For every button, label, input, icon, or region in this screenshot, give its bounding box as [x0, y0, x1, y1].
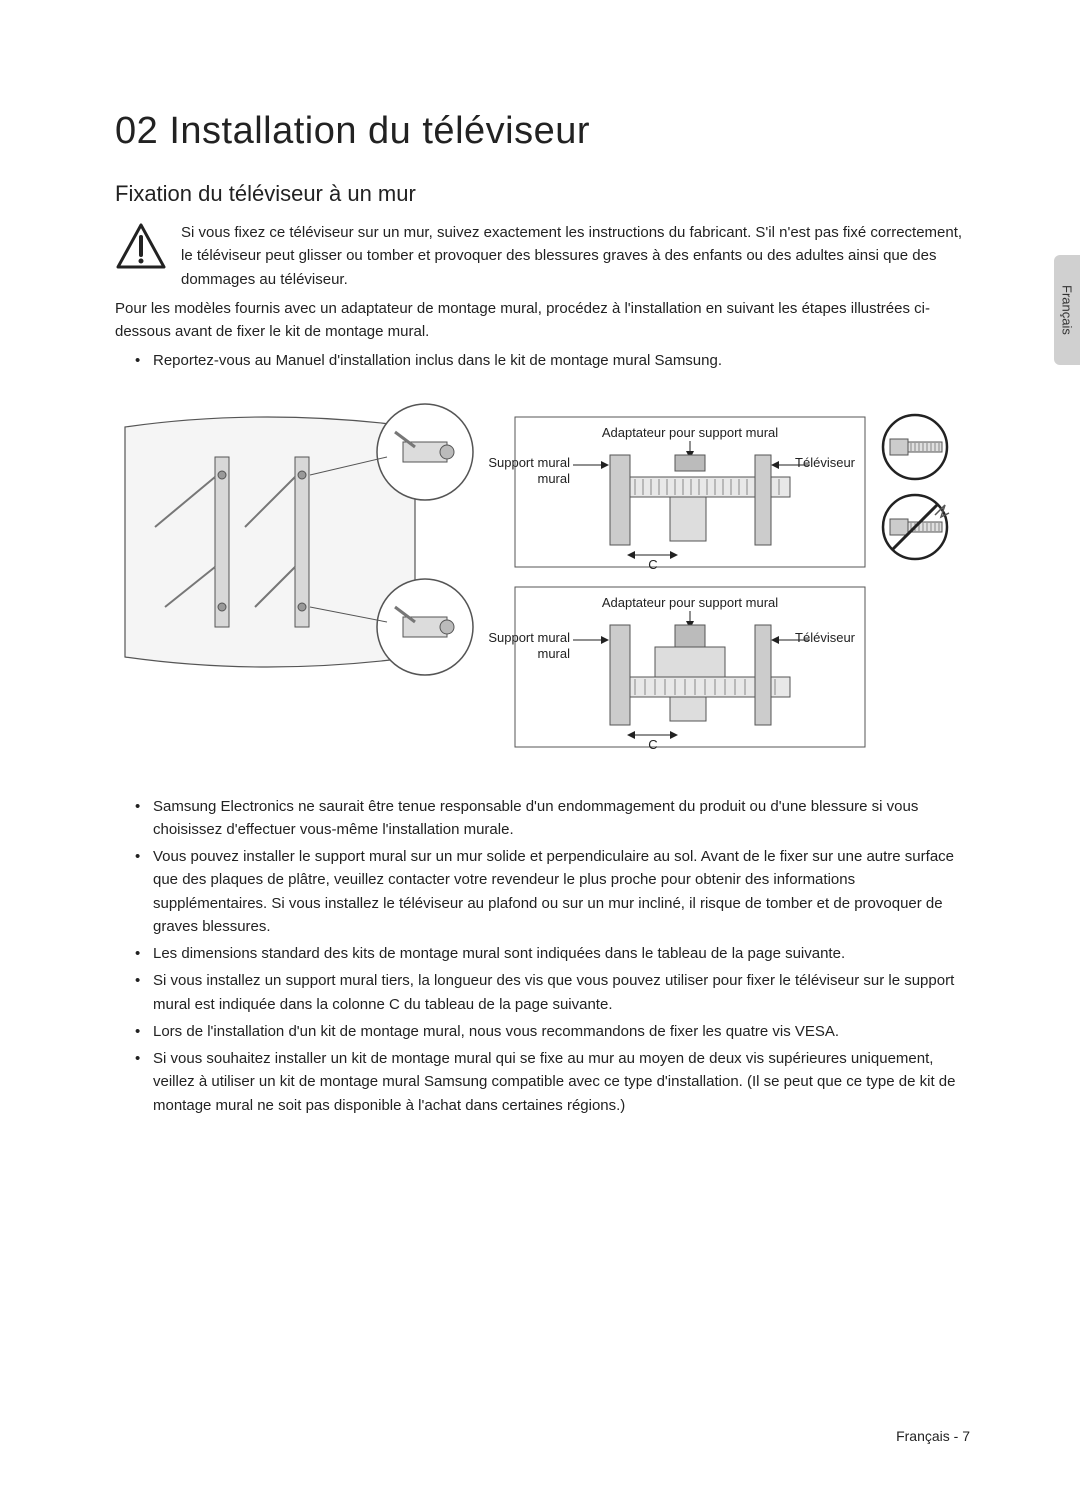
bolt-not-ok-icon	[883, 495, 949, 559]
warning-block: Si vous fixez ce téléviseur sur un mur, …	[115, 221, 970, 291]
mounting-diagram: Adaptateur pour support mural Support mu…	[115, 397, 970, 757]
section-title: Fixation du téléviseur à un mur	[115, 181, 970, 207]
list-item: Samsung Electronics ne saurait être tenu…	[135, 795, 970, 842]
list-item: Les dimensions standard des kits de mont…	[135, 942, 970, 965]
list-item: Reportez-vous au Manuel d'installation i…	[135, 349, 970, 372]
tv-label: Téléviseur	[795, 455, 856, 470]
list-item: Vous pouvez installer le support mural s…	[135, 845, 970, 938]
bracket-label: Support mural	[488, 630, 570, 645]
main-bullet-list: Samsung Electronics ne saurait être tenu…	[115, 795, 970, 1117]
svg-text:mural: mural	[537, 471, 570, 486]
svg-text:mural: mural	[537, 646, 570, 661]
adapter-label: Adaptateur pour support mural	[602, 595, 778, 610]
c-label: C	[648, 737, 657, 752]
page-content: 02 Installation du téléviseur Fixation d…	[0, 0, 1080, 1117]
tv-back-illustration	[125, 417, 415, 667]
intro-paragraph: Pour les modèles fournis avec un adaptat…	[115, 297, 970, 344]
warning-triangle-icon	[115, 221, 167, 291]
intro-bullet-list: Reportez-vous au Manuel d'installation i…	[115, 349, 970, 372]
page-footer: Français - 7	[896, 1428, 970, 1444]
list-item: Si vous installez un support mural tiers…	[135, 969, 970, 1016]
c-label: C	[648, 557, 657, 572]
cross-section-upper: Adaptateur pour support mural Support mu…	[488, 417, 865, 572]
tv-label: Téléviseur	[795, 630, 856, 645]
chapter-title: 02 Installation du téléviseur	[115, 110, 970, 153]
adapter-label: Adaptateur pour support mural	[602, 425, 778, 440]
cross-section-lower: Adaptateur pour support mural Support mu…	[488, 587, 865, 752]
warning-paragraph: Si vous fixez ce téléviseur sur un mur, …	[181, 221, 970, 291]
bolt-ok-icon	[883, 415, 947, 479]
bracket-label: Support mural	[488, 455, 570, 470]
list-item: Si vous souhaitez installer un kit de mo…	[135, 1047, 970, 1117]
list-item: Lors de l'installation d'un kit de monta…	[135, 1020, 970, 1043]
